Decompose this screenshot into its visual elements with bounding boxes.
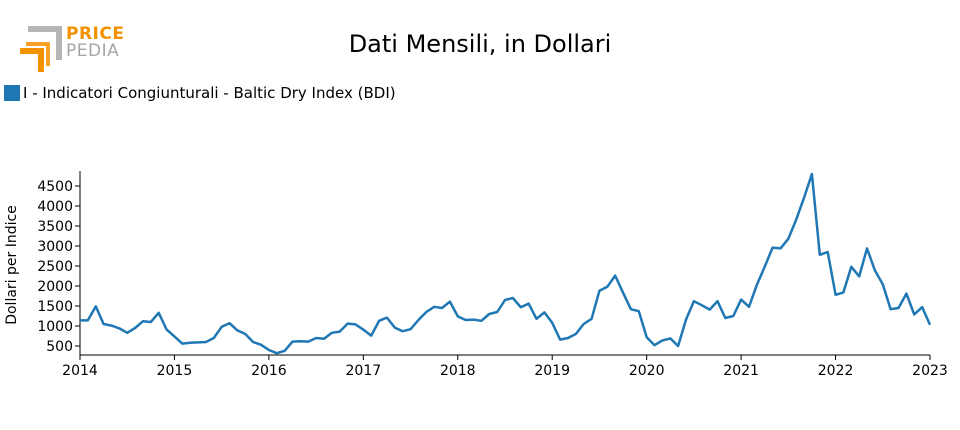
y-tick-label: 4500 [37,179,73,195]
series-line-bdi [80,172,932,355]
y-tick-label: 500 [46,339,73,355]
y-tick-label: 3000 [37,239,73,255]
x-tick-label: 2018 [440,363,476,379]
x-tick-label: 2020 [629,363,665,379]
y-axis-label: Dollari per Indice [4,205,20,325]
y-tick-label: 4000 [37,199,73,215]
x-tick-label: 2021 [723,363,759,379]
chart-plot-area [80,172,932,355]
x-tick-label: 2022 [818,363,854,379]
x-tick-label: 2019 [534,363,570,379]
legend-label: I - Indicatori Congiunturali - Baltic Dr… [23,84,396,102]
legend-swatch [4,85,20,101]
chart-legend[interactable]: I - Indicatori Congiunturali - Baltic Dr… [4,84,396,102]
y-tick-label: 3500 [37,219,73,235]
x-tick-label: 2016 [251,363,287,379]
x-tick-label: 2023 [912,363,948,379]
x-tick-label: 2014 [62,363,98,379]
chart-title: Dati Mensili, in Dollari [348,30,612,58]
chart-axes: 500 1000 1500 2000 2500 3000 3500 4000 4500 2014 2… [4,171,948,379]
y-tick-label: 2000 [37,279,73,295]
logo-text-pedia: PEDIA [66,41,120,61]
y-tick-label: 2500 [37,259,73,275]
x-tick-label: 2017 [346,363,382,379]
logo-mark-icon [20,26,62,72]
x-tick-label: 2015 [157,363,193,379]
y-tick-label: 1500 [37,299,73,315]
y-tick-label: 1000 [37,319,73,335]
logo-text-price: PRICE [66,24,125,44]
pricepedia-logo: PRICE PEDIA [18,24,128,74]
